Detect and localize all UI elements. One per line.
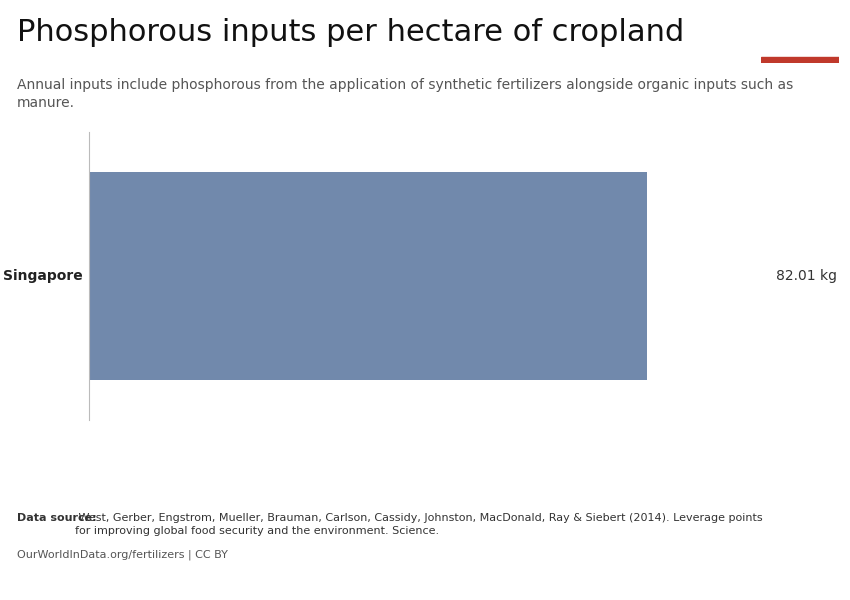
Text: Singapore: Singapore xyxy=(3,269,82,283)
Bar xyxy=(89,172,647,380)
Text: 82.01 kg: 82.01 kg xyxy=(776,269,837,283)
Text: Phosphorous inputs per hectare of cropland: Phosphorous inputs per hectare of cropla… xyxy=(17,18,684,47)
Text: Annual inputs include phosphorous from the application of synthetic fertilizers : Annual inputs include phosphorous from t… xyxy=(17,78,793,110)
Bar xyxy=(761,57,839,63)
Text: Our World
in Data: Our World in Data xyxy=(775,21,824,44)
Text: OurWorldInData.org/fertilizers | CC BY: OurWorldInData.org/fertilizers | CC BY xyxy=(17,549,228,559)
Text: West, Gerber, Engstrom, Mueller, Brauman, Carlson, Cassidy, Johnston, MacDonald,: West, Gerber, Engstrom, Mueller, Brauman… xyxy=(75,513,762,536)
Text: Data source:: Data source: xyxy=(17,513,97,523)
